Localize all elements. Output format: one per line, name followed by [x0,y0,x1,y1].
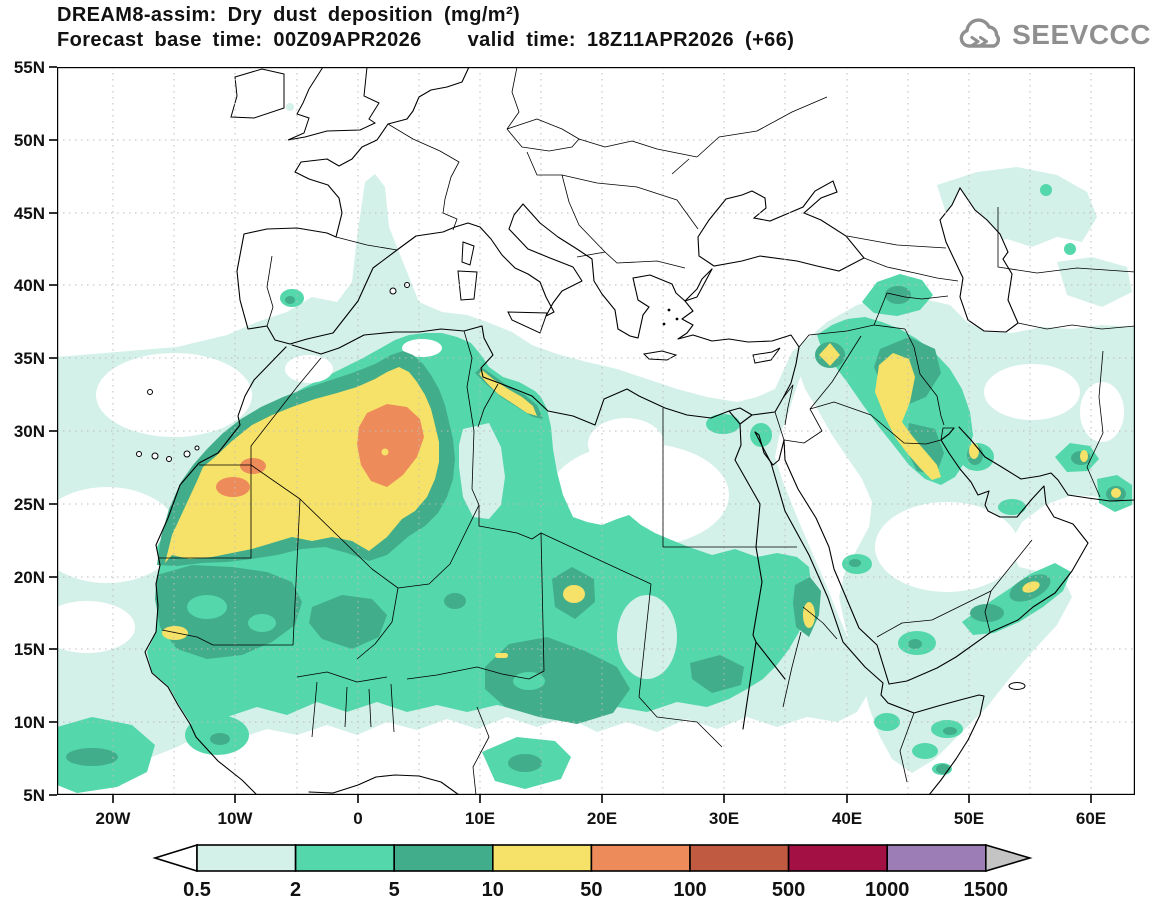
colorbar-overflow-arrow [984,843,1033,873]
cyprus [752,347,781,364]
lon-tick-label: 30E [709,809,739,828]
colorbar-level-label: 2 [290,879,301,901]
page-title: DREAM8-assim: Dry dust deposition (mg/m²… [57,4,521,26]
colorbar-legend: 0.5 2 5 10 50 100 500 1000 1500 [152,843,1033,901]
lon-tick-label: 20E [587,809,617,828]
colorbar-level-label: 1000 [865,879,910,901]
colorbar-level-label: 100 [673,879,706,901]
lat-tick-label: 30N [14,422,45,441]
lat-tick-label: 40N [14,276,45,295]
corsica [461,241,475,266]
lon-tick-label: 40E [832,809,862,828]
colorbar-level-label: 10 [482,879,504,901]
lat-tick-label: 15N [14,640,45,659]
dust-layer-gaps [285,339,677,679]
colorbar-level-label: 500 [772,879,805,901]
colorbar-segment [689,844,790,872]
lon-tick-label: 10E [465,809,495,828]
crete [642,350,678,361]
valid-time-value: 18Z11APR2026 (+66) [586,29,795,51]
lon-tick-label: 10W [218,809,254,828]
country-borders [158,67,1135,795]
lon-tick-label: 60E [1076,809,1106,828]
colorbar-segment [196,844,297,872]
forecast-base-value: 00Z09APR2026 [273,29,422,51]
title-block: DREAM8-assim: Dry dust deposition (mg/m²… [57,3,794,53]
colorbar-segment [590,844,691,872]
longitude-axis: 20W 10W 0 10E 20E 30E 40E 50E 60E [96,795,1106,828]
logo-text: SEEVCCC [1012,19,1151,50]
colorbar-level-label: 5 [389,879,400,901]
clear-air-holes [57,353,1124,783]
colorbar-underflow-arrow [152,843,198,873]
lat-tick-label: 45N [14,204,45,223]
subtitle: Forecast base time: 00Z09APR2026 valid ti… [57,28,794,53]
sardinia [457,270,478,301]
latitude-axis: 55N 50N 45N 40N 35N 30N 25N 20N 15N 10N 5N [14,58,57,805]
seevccc-logo: SEEVCCC [957,18,1151,52]
black-sea [697,180,865,272]
colorbar-segment [294,844,396,872]
colorbar-level-label: 0.5 [183,879,211,901]
coastlines [144,67,1135,795]
colorbar-segment [886,844,987,872]
ireland [230,68,285,119]
great-britain [287,67,380,141]
lat-tick-label: 25N [14,495,45,514]
lon-tick-label: 50E [954,809,984,828]
valid-time-label: valid time: [467,29,576,51]
colorbar-level-label: 50 [580,879,602,901]
lat-tick-label: 35N [14,349,45,368]
seas-and-islands [136,67,1026,690]
lat-tick-label: 5N [23,786,45,805]
colorbar-level-label: 1500 [964,879,1009,901]
lat-tick-label: 50N [14,131,45,150]
map-area [57,67,1135,795]
lat-tick-label: 55N [14,58,45,77]
grid [57,67,1135,795]
lat-tick-label: 10N [14,713,45,732]
lon-tick-label: 0 [353,809,362,828]
colorbar-segment [491,844,593,872]
cloud-icon [959,18,1001,48]
colorbar-segment [393,844,494,872]
colorbar-segment [787,844,888,872]
socotra [1008,682,1026,690]
forecast-base-label: Forecast base time: [57,29,263,51]
sicily [507,311,548,334]
lon-tick-label: 20W [96,809,132,828]
lat-tick-label: 20N [14,568,45,587]
